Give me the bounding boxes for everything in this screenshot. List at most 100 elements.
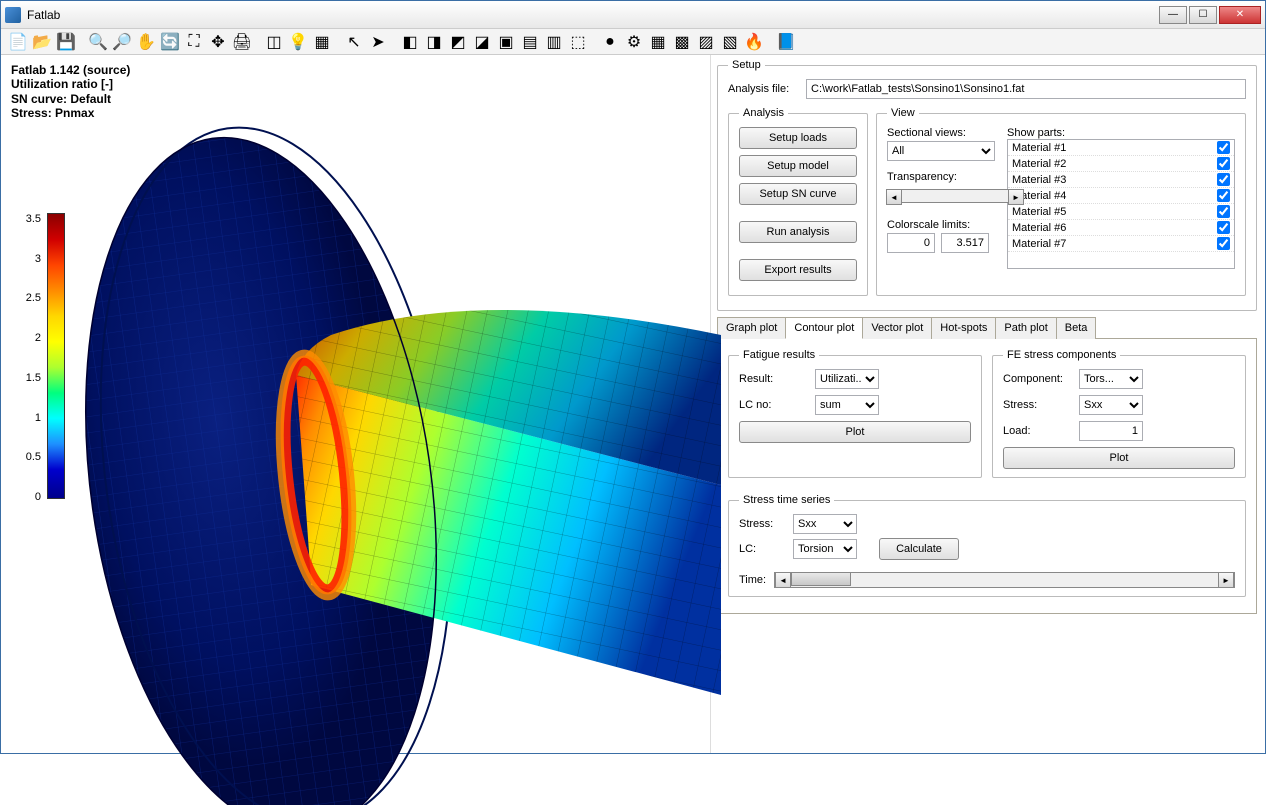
setup-model-button[interactable]: Setup model (739, 155, 857, 177)
time-slider[interactable] (774, 572, 1235, 588)
cube-icon[interactable]: ⬚ (567, 31, 589, 53)
iso1-icon[interactable]: ◧ (399, 31, 421, 53)
fe-stress-select[interactable]: Sxx (1079, 395, 1143, 415)
sectional-views-label: Sectional views: (887, 127, 997, 139)
viewport-3d[interactable]: Fatlab 1.142 (source) Utilization ratio … (1, 55, 711, 753)
result-label: Result: (739, 373, 811, 385)
lc-no-select[interactable]: sum (815, 395, 879, 415)
part-row[interactable]: Material #2 (1008, 156, 1234, 172)
zoom-out-icon[interactable]: 🔎 (111, 31, 133, 53)
analysis-group: Analysis Setup loads Setup model Setup S… (728, 107, 868, 296)
sts-stress-select[interactable]: Sxx (793, 514, 857, 534)
print-icon[interactable]: 🖨 (231, 31, 253, 53)
back-icon[interactable]: ▤ (519, 31, 541, 53)
rotate-icon[interactable]: 🔄 (159, 31, 181, 53)
open-icon[interactable]: 📂 (31, 31, 53, 53)
component-select[interactable]: Tors... (1079, 369, 1143, 389)
minimize-button[interactable]: — (1159, 6, 1187, 24)
front-icon[interactable]: ▣ (495, 31, 517, 53)
new-icon[interactable]: 📄 (7, 31, 29, 53)
part-checkbox[interactable] (1217, 157, 1230, 170)
part-row[interactable]: Material #5 (1008, 204, 1234, 220)
export-results-button[interactable]: Export results (739, 259, 857, 281)
tab-hot-spots[interactable]: Hot-spots (931, 317, 996, 339)
sectional-views-select[interactable]: All (887, 141, 995, 161)
dot-icon[interactable]: ● (599, 31, 621, 53)
sts-lc-select[interactable]: Torsion (793, 539, 857, 559)
run-analysis-button[interactable]: Run analysis (739, 221, 857, 243)
grid3-icon[interactable]: ▨ (695, 31, 717, 53)
help-icon[interactable]: 📘 (775, 31, 797, 53)
part-row[interactable]: Material #6 (1008, 220, 1234, 236)
sts-stress-label: Stress: (739, 518, 787, 530)
part-row[interactable]: Material #4 (1008, 188, 1234, 204)
fatigue-results-group: Fatigue results Result: Utilizati... LC … (728, 349, 982, 478)
part-row[interactable]: Material #7 (1008, 236, 1234, 252)
pan-icon[interactable]: ✋ (135, 31, 157, 53)
light-icon[interactable]: 💡 (287, 31, 309, 53)
fire-icon[interactable]: 🔥 (743, 31, 765, 53)
iso3-icon[interactable]: ◩ (447, 31, 469, 53)
colorbar-gradient (47, 213, 65, 499)
tab-graph-plot[interactable]: Graph plot (717, 317, 786, 339)
load-input[interactable] (1079, 421, 1143, 441)
analysis-file-input[interactable] (806, 79, 1246, 99)
wire-icon[interactable]: ▦ (311, 31, 333, 53)
colorscale-max-input[interactable] (941, 233, 989, 253)
colorbar-tick: 1.5 (19, 372, 41, 384)
colorbar-tick: 3 (19, 253, 41, 265)
tab-beta[interactable]: Beta (1056, 317, 1097, 339)
iso4-icon[interactable]: ◪ (471, 31, 493, 53)
calculate-button[interactable]: Calculate (879, 538, 959, 560)
setup-legend: Setup (728, 59, 765, 71)
fit-icon[interactable]: ⛶ (183, 31, 205, 53)
top-icon[interactable]: ▥ (543, 31, 565, 53)
fatigue-plot-button[interactable]: Plot (739, 421, 971, 443)
part-checkbox[interactable] (1217, 141, 1230, 154)
component-label: Component: (1003, 373, 1075, 385)
pointer-icon[interactable]: ↖ (343, 31, 365, 53)
transparency-label: Transparency: (887, 171, 997, 183)
colorbar-tick: 3.5 (19, 213, 41, 225)
part-checkbox[interactable] (1217, 237, 1230, 250)
setup-loads-button[interactable]: Setup loads (739, 127, 857, 149)
maximize-button[interactable]: ☐ (1189, 6, 1217, 24)
colorbar-tick: 2 (19, 332, 41, 344)
part-row[interactable]: Material #1 (1008, 140, 1234, 156)
grid4-icon[interactable]: ▧ (719, 31, 741, 53)
view-group: View Sectional views: All Transparency: … (876, 107, 1246, 296)
tab-vector-plot[interactable]: Vector plot (862, 317, 932, 339)
colorbar-tick: 0 (19, 491, 41, 503)
box-icon[interactable]: ◫ (263, 31, 285, 53)
setup-sn-button[interactable]: Setup SN curve (739, 183, 857, 205)
part-checkbox[interactable] (1217, 205, 1230, 218)
colorscale-label: Colorscale limits: (887, 219, 997, 231)
tab-contour-plot[interactable]: Contour plot (785, 317, 863, 339)
right-panel: Setup Analysis file: Analysis Setup load… (711, 55, 1265, 753)
part-checkbox[interactable] (1217, 221, 1230, 234)
gear-icon[interactable]: ⚙ (623, 31, 645, 53)
analysis-file-label: Analysis file: (728, 83, 798, 95)
zoom-in-icon[interactable]: 🔍 (87, 31, 109, 53)
transparency-slider[interactable] (901, 187, 1009, 205)
grid1-icon[interactable]: ▦ (647, 31, 669, 53)
model-render (81, 105, 721, 805)
colorscale-min-input[interactable] (887, 233, 935, 253)
iso2-icon[interactable]: ◨ (423, 31, 445, 53)
save-icon[interactable]: 💾 (55, 31, 77, 53)
parts-list[interactable]: Material #1Material #2Material #3Materia… (1007, 139, 1235, 269)
show-parts-label: Show parts: (1007, 127, 1235, 139)
part-checkbox[interactable] (1217, 173, 1230, 186)
tab-path-plot[interactable]: Path plot (995, 317, 1056, 339)
grid2-icon[interactable]: ▩ (671, 31, 693, 53)
part-row[interactable]: Material #3 (1008, 172, 1234, 188)
fe-plot-button[interactable]: Plot (1003, 447, 1235, 469)
colorbar-tick: 1 (19, 412, 41, 424)
fe-stress-group: FE stress components Component: Tors... … (992, 349, 1246, 478)
stress-time-series-group: Stress time series Stress: Sxx LC: Torsi… (728, 494, 1246, 597)
part-checkbox[interactable] (1217, 189, 1230, 202)
arrow-icon[interactable]: ➤ (367, 31, 389, 53)
select-icon[interactable]: ✥ (207, 31, 229, 53)
result-select[interactable]: Utilizati... (815, 369, 879, 389)
close-button[interactable]: ✕ (1219, 6, 1261, 24)
